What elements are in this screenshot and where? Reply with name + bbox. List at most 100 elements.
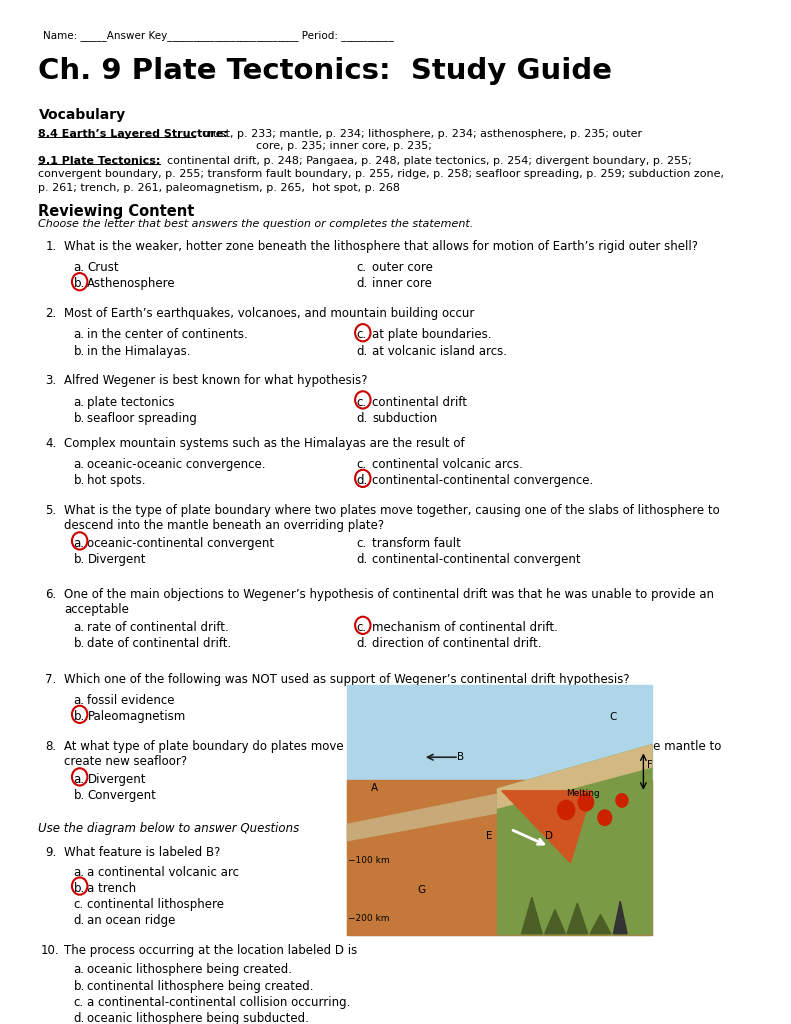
Text: d.: d.: [357, 412, 368, 425]
Text: Vocabulary: Vocabulary: [39, 108, 126, 122]
Circle shape: [616, 794, 628, 807]
Text: an ocean ridge: an ocean ridge: [87, 914, 176, 927]
Text: c.: c.: [357, 772, 367, 785]
Text: The process occurring at the location labeled D is: The process occurring at the location la…: [64, 944, 358, 957]
Text: p. 261; trench, p. 261, paleomagnetism, p. 265,  hot spot, p. 268: p. 261; trench, p. 261, paleomagnetism, …: [39, 182, 400, 193]
Text: a.: a.: [74, 261, 85, 274]
Text: a.: a.: [74, 772, 85, 785]
Polygon shape: [613, 901, 627, 934]
Text: d.: d.: [74, 1012, 85, 1024]
Circle shape: [578, 794, 593, 811]
Text: b.: b.: [74, 553, 85, 565]
Text: −100 km: −100 km: [348, 856, 390, 865]
Text: a.: a.: [74, 694, 85, 707]
Text: d.: d.: [357, 788, 368, 802]
Text: c.: c.: [357, 694, 367, 707]
Text: c.: c.: [357, 329, 367, 341]
Text: Paleomagnetism: Paleomagnetism: [87, 710, 186, 723]
Text: 8.: 8.: [45, 740, 56, 753]
Text: a trench: a trench: [87, 882, 137, 895]
Polygon shape: [521, 897, 542, 934]
Text: continental drift, p. 248; Pangaea, p. 248, plate tectonics, p. 254; divergent b: continental drift, p. 248; Pangaea, p. 2…: [161, 156, 692, 166]
Text: a continental-continental collision occurring.: a continental-continental collision occu…: [87, 995, 350, 1009]
Text: at volcanic island arcs.: at volcanic island arcs.: [373, 344, 507, 357]
Text: continental lithosphere being created.: continental lithosphere being created.: [87, 980, 314, 992]
Text: b.: b.: [74, 788, 85, 802]
Text: One of the main objections to Wegener’s hypothesis of continental drift was that: One of the main objections to Wegener’s …: [64, 589, 714, 616]
Text: d.: d.: [357, 344, 368, 357]
Text: d.: d.: [357, 553, 368, 565]
Text: fossil evidence: fossil evidence: [87, 694, 175, 707]
Text: c.: c.: [357, 621, 367, 634]
Text: 2.: 2.: [45, 307, 57, 321]
Text: a.: a.: [74, 395, 85, 409]
Text: a.: a.: [74, 964, 85, 977]
Text: core, p. 235; inner core, p. 235;: core, p. 235; inner core, p. 235;: [255, 141, 431, 152]
Text: 4.: 4.: [45, 437, 57, 450]
Text: plate tectonics: plate tectonics: [87, 395, 175, 409]
Text: crust, p. 233; mantle, p. 234; lithosphere, p. 234; asthenosphere, p. 235; outer: crust, p. 233; mantle, p. 234; lithosphe…: [195, 129, 642, 139]
Text: Complex mountain systems such as the Himalayas are the result of: Complex mountain systems such as the Him…: [64, 437, 465, 450]
Text: 5.: 5.: [45, 504, 56, 517]
Polygon shape: [545, 909, 566, 934]
Text: oceanic lithosphere being subducted.: oceanic lithosphere being subducted.: [87, 1012, 309, 1024]
Text: c.: c.: [74, 898, 84, 911]
Text: d.: d.: [357, 278, 368, 291]
Circle shape: [598, 810, 611, 825]
Text: inner core: inner core: [373, 278, 432, 291]
Text: mechanism of continental drift.: mechanism of continental drift.: [373, 621, 558, 634]
Circle shape: [558, 801, 575, 819]
Text: What is the type of plate boundary where two plates move together, causing one o: What is the type of plate boundary where…: [64, 504, 720, 532]
Text: subduction: subduction: [373, 412, 437, 425]
Text: b.: b.: [74, 278, 85, 291]
Text: convergent boundary, p. 255; transform fault boundary, p. 255, ridge, p. 258; se: convergent boundary, p. 255; transform f…: [39, 169, 725, 179]
Text: c.: c.: [357, 261, 367, 274]
Text: What feature is labeled B?: What feature is labeled B?: [64, 847, 221, 859]
Text: b.: b.: [74, 637, 85, 650]
Text: G: G: [418, 885, 426, 895]
Text: c.: c.: [74, 995, 84, 1009]
Text: F: F: [647, 760, 653, 770]
Polygon shape: [498, 744, 652, 935]
Text: Use the diagram below to answer Questions: Use the diagram below to answer Question…: [39, 821, 300, 835]
Text: a.: a.: [74, 329, 85, 341]
Text: Subduction: Subduction: [373, 788, 439, 802]
Text: 3.: 3.: [45, 375, 56, 387]
Text: outer core: outer core: [373, 261, 433, 274]
Text: the fit of South America and Africa: the fit of South America and Africa: [373, 694, 577, 707]
Text: Crust: Crust: [87, 261, 119, 274]
Text: Name: _____Answer Key_________________________ Period: __________: Name: _____Answer Key___________________…: [43, 30, 394, 41]
Text: At what type of plate boundary do plates move apart, resulting in the upwelling : At what type of plate boundary do plates…: [64, 740, 721, 768]
Text: Reviewing Content: Reviewing Content: [39, 204, 195, 219]
Text: d.: d.: [74, 914, 85, 927]
Text: continental volcanic arcs.: continental volcanic arcs.: [373, 458, 523, 471]
Text: −200 km: −200 km: [348, 913, 390, 923]
Text: 7.: 7.: [45, 673, 57, 686]
Text: Asthenosphere: Asthenosphere: [87, 278, 176, 291]
Text: Melting: Melting: [566, 788, 600, 798]
Text: continental drift: continental drift: [373, 395, 467, 409]
Text: C: C: [609, 712, 616, 722]
Text: 9.: 9.: [45, 847, 57, 859]
Text: continental lithosphere: continental lithosphere: [87, 898, 225, 911]
Text: Alfred Wegener is best known for what hypothesis?: Alfred Wegener is best known for what hy…: [64, 375, 368, 387]
Text: b.: b.: [74, 344, 85, 357]
Text: Ch. 9 Plate Tectonics:  Study Guide: Ch. 9 Plate Tectonics: Study Guide: [39, 57, 612, 85]
Text: oceanic lithosphere being created.: oceanic lithosphere being created.: [87, 964, 293, 977]
Text: transform fault: transform fault: [373, 537, 461, 550]
Text: c.: c.: [357, 458, 367, 471]
Text: seafloor spreading: seafloor spreading: [87, 412, 197, 425]
Text: A: A: [372, 783, 379, 794]
Polygon shape: [567, 903, 588, 934]
Polygon shape: [501, 791, 613, 921]
Text: oceanic-oceanic convergence.: oceanic-oceanic convergence.: [87, 458, 266, 471]
Text: d.: d.: [357, 710, 368, 723]
Text: E: E: [486, 831, 493, 841]
Text: Most of Earth’s earthquakes, volcanoes, and mountain building occur: Most of Earth’s earthquakes, volcanoes, …: [64, 307, 475, 321]
Text: Choose the letter that best answers the question or completes the statement.: Choose the letter that best answers the …: [39, 219, 474, 229]
Text: B: B: [457, 753, 464, 763]
Bar: [347, 685, 652, 935]
Polygon shape: [347, 788, 524, 841]
Text: continental-continental convergence.: continental-continental convergence.: [373, 474, 593, 487]
Text: ancient climates: ancient climates: [373, 710, 470, 723]
